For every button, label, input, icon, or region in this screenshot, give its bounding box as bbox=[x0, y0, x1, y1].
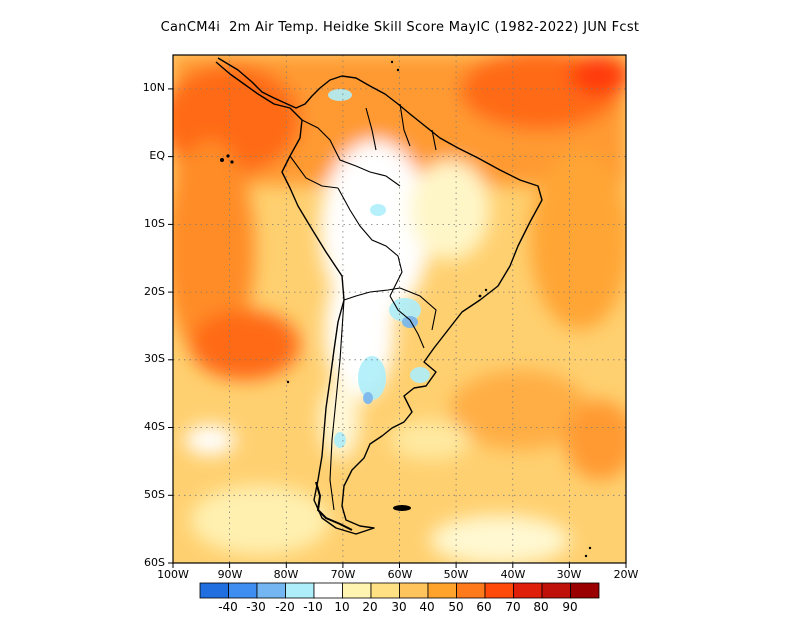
country-borders bbox=[289, 103, 437, 511]
skill-field-weak bbox=[430, 515, 570, 563]
colorbar-label: 30 bbox=[391, 600, 407, 614]
colorbar-label: 40 bbox=[419, 600, 435, 614]
colorbar-swatch bbox=[228, 582, 258, 599]
colorbar-swatch bbox=[313, 582, 343, 599]
colorbar-label: -20 bbox=[275, 600, 295, 614]
lat-label: 50S bbox=[144, 488, 165, 501]
lon-label: 30W bbox=[556, 568, 582, 581]
colorbar-label: 90 bbox=[562, 600, 578, 614]
islands bbox=[220, 60, 592, 558]
colorbar-swatch bbox=[199, 582, 229, 599]
axis-ticks bbox=[168, 88, 627, 568]
lat-label: 30S bbox=[144, 352, 165, 365]
lon-label: 20W bbox=[613, 568, 639, 581]
lon-label: 60W bbox=[387, 568, 413, 581]
lon-label: 50W bbox=[443, 568, 469, 581]
lat-label: 60S bbox=[144, 556, 165, 569]
lat-label: 40S bbox=[144, 420, 165, 433]
colorbar-label: 60 bbox=[476, 600, 492, 614]
colorbar-swatch bbox=[484, 582, 514, 599]
south-america-coastline bbox=[215, 57, 543, 535]
lon-label: 70W bbox=[330, 568, 356, 581]
skill-field-weak bbox=[185, 425, 235, 455]
colorbar-label: -30 bbox=[246, 600, 266, 614]
lon-label: 100W bbox=[157, 568, 189, 581]
colorbar-label: 20 bbox=[362, 600, 378, 614]
colorbar-swatch bbox=[456, 582, 486, 599]
colorbar-swatch bbox=[370, 582, 400, 599]
skill-field-hotspot bbox=[530, 150, 626, 330]
colorbar-label: 10 bbox=[334, 600, 350, 614]
colorbar-swatch bbox=[399, 582, 429, 599]
lat-label: 10S bbox=[144, 217, 165, 230]
gridlines bbox=[173, 55, 626, 563]
skill-field-hotspot bbox=[565, 400, 626, 480]
lon-label: 80W bbox=[273, 568, 299, 581]
skill-field-weak bbox=[390, 420, 470, 460]
colorbar-label: -40 bbox=[218, 600, 238, 614]
skill-field-hotspot bbox=[173, 140, 255, 360]
colorbar-label: 80 bbox=[533, 600, 549, 614]
lon-label: 90W bbox=[217, 568, 243, 581]
colorbar-label: 50 bbox=[448, 600, 464, 614]
skill-field-hotspot bbox=[570, 55, 626, 95]
tierra-del-fuego-fjords bbox=[315, 481, 353, 531]
colorbar-swatch bbox=[427, 582, 457, 599]
map-title: CanCM4i 2m Air Temp. Heidke Skill Score … bbox=[160, 20, 640, 35]
colorbar-swatch bbox=[541, 582, 571, 599]
skill-field-hotspot bbox=[450, 370, 590, 450]
colorbar-swatch bbox=[570, 582, 600, 599]
lat-label: 20S bbox=[144, 285, 165, 298]
colorbar-swatch bbox=[285, 582, 315, 599]
lon-label: 40W bbox=[500, 568, 526, 581]
skill-field-hotspot bbox=[190, 310, 300, 380]
colorbar-swatch bbox=[342, 582, 372, 599]
colorbar-label: 70 bbox=[505, 600, 521, 614]
lat-label: EQ bbox=[149, 149, 165, 162]
lat-label: 10N bbox=[142, 81, 165, 94]
colorbar-swatch bbox=[256, 582, 286, 599]
colorbar-label: -10 bbox=[303, 600, 323, 614]
colorbar bbox=[199, 582, 600, 599]
skill-field-weak bbox=[320, 380, 360, 460]
colorbar-swatch bbox=[513, 582, 543, 599]
skill-field-weak bbox=[410, 160, 490, 260]
skill-field-weak bbox=[190, 485, 330, 555]
